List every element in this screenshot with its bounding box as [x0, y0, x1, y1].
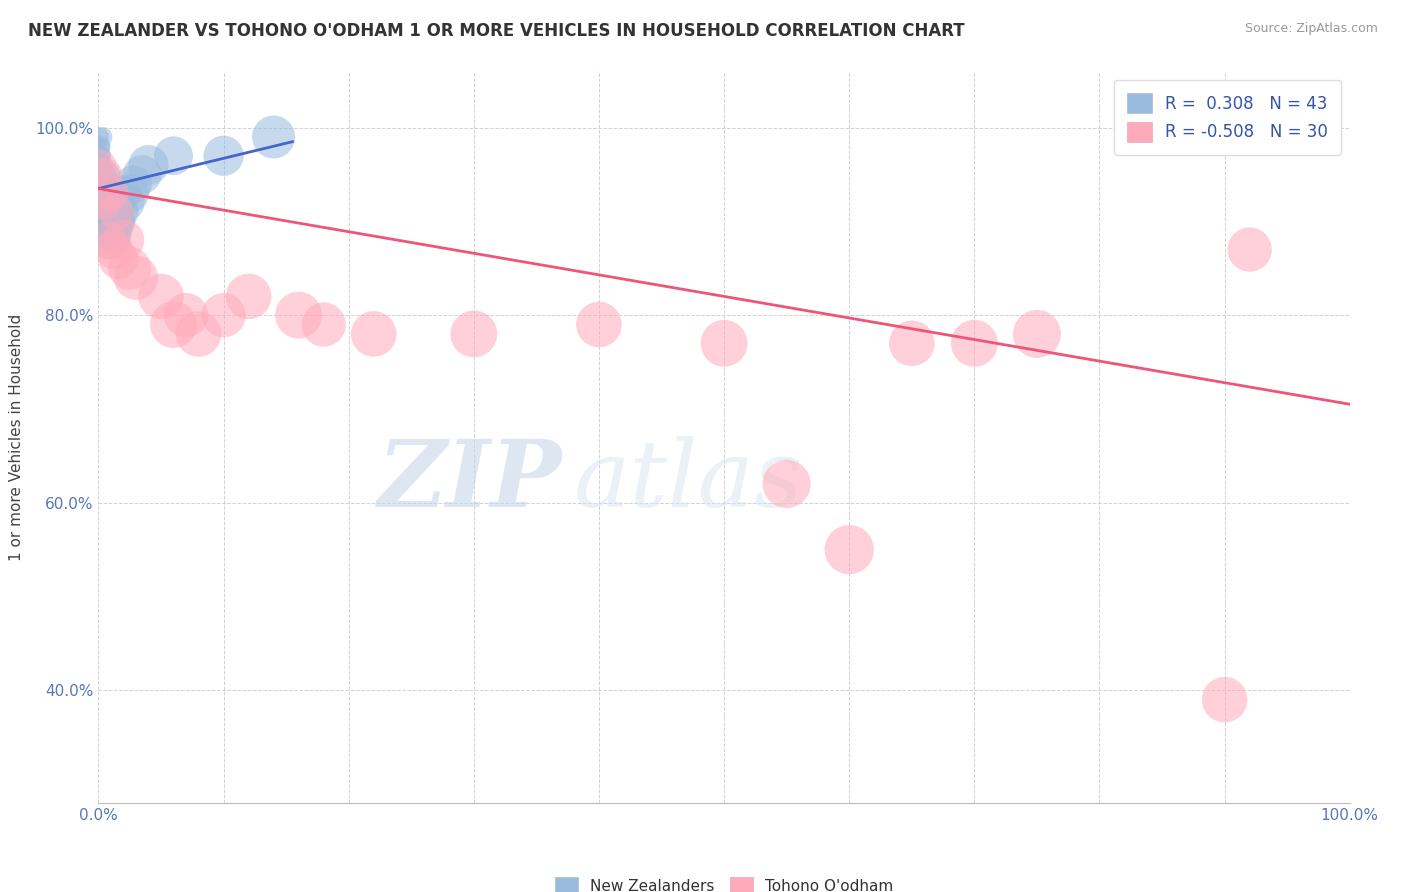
Point [100, 233, 122, 247]
Point [1239, 243, 1261, 257]
Point [162, 318, 184, 332]
Point [838, 542, 860, 557]
Point [125, 270, 148, 285]
Point [93, 168, 115, 182]
Point [97, 224, 120, 238]
Point [122, 177, 145, 191]
Point [98, 214, 121, 228]
Text: ZIP: ZIP [377, 436, 561, 526]
Point [91, 130, 114, 145]
Point [131, 168, 153, 182]
Text: Source: ZipAtlas.com: Source: ZipAtlas.com [1244, 22, 1378, 36]
Point [97, 233, 120, 247]
Point [212, 149, 235, 163]
Point [287, 308, 309, 322]
Point [94, 177, 117, 191]
Point [101, 224, 124, 238]
Point [93, 186, 115, 201]
Point [90, 158, 112, 172]
Point [900, 336, 922, 351]
Point [776, 477, 799, 491]
Point [105, 195, 128, 210]
Point [89, 139, 111, 153]
Point [103, 243, 125, 257]
Point [312, 318, 335, 332]
Point [93, 195, 115, 210]
Point [162, 149, 184, 163]
Point [89, 149, 111, 163]
Point [963, 336, 986, 351]
Point [104, 205, 127, 219]
Point [108, 205, 131, 219]
Point [363, 326, 385, 341]
Text: atlas: atlas [574, 436, 803, 526]
Point [1213, 692, 1236, 706]
Point [263, 130, 285, 145]
Point [112, 186, 135, 201]
Point [100, 186, 122, 201]
Point [91, 168, 114, 182]
Point [94, 168, 117, 182]
Point [1026, 326, 1049, 341]
Point [100, 205, 122, 219]
Point [118, 261, 141, 276]
Point [97, 195, 120, 210]
Point [96, 168, 118, 182]
Point [713, 336, 735, 351]
Point [115, 195, 138, 210]
Point [104, 205, 127, 219]
Point [90, 177, 112, 191]
Text: NEW ZEALANDER VS TOHONO O'ODHAM 1 OR MORE VEHICLES IN HOUSEHOLD CORRELATION CHAR: NEW ZEALANDER VS TOHONO O'ODHAM 1 OR MOR… [28, 22, 965, 40]
Point [93, 195, 115, 210]
Point [101, 195, 124, 210]
Point [107, 252, 129, 266]
Point [93, 177, 115, 191]
Point [91, 186, 114, 201]
Point [104, 214, 127, 228]
Point [187, 326, 209, 341]
Point [94, 214, 117, 228]
Point [96, 186, 118, 201]
Point [463, 326, 485, 341]
Point [90, 149, 112, 163]
Point [238, 289, 260, 303]
Point [89, 130, 111, 145]
Point [93, 205, 115, 219]
Point [212, 308, 235, 322]
Point [91, 158, 114, 172]
Point [90, 158, 112, 172]
Point [90, 139, 112, 153]
Point [118, 186, 141, 201]
Point [96, 205, 118, 219]
Legend: New Zealanders, Tohono O'odham: New Zealanders, Tohono O'odham [547, 869, 901, 892]
Point [112, 233, 135, 247]
Point [174, 308, 197, 322]
Point [138, 158, 160, 172]
Point [98, 186, 121, 201]
Point [103, 214, 125, 228]
Y-axis label: 1 or more Vehicles in Household: 1 or more Vehicles in Household [10, 313, 24, 561]
Point [588, 318, 610, 332]
Point [150, 289, 173, 303]
